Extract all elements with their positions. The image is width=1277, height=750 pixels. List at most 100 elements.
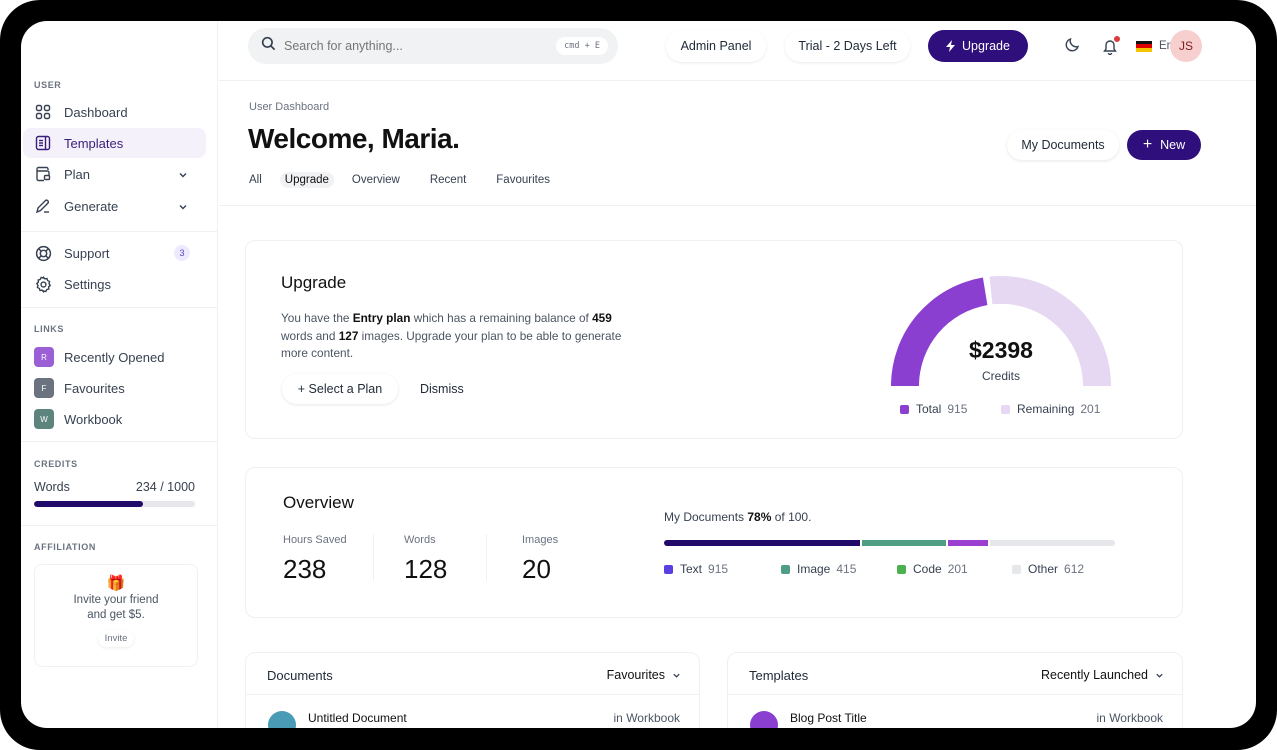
documents-filter-dropdown[interactable]: Favourites	[607, 668, 681, 682]
overview-card-title: Overview	[283, 493, 354, 512]
tab-recent[interactable]: Recent	[429, 174, 467, 186]
chevron-down-icon	[1156, 673, 1163, 678]
templates-card-header: Templates Recently Launched	[728, 653, 1182, 695]
upgrade-description: You have the Entry plan which has a rema…	[281, 310, 631, 363]
upgrade-button-label: Upgrade	[962, 39, 1010, 53]
legend-value: 915	[708, 562, 729, 576]
legend-label: Text	[680, 562, 703, 576]
sidebar-divider	[21, 231, 218, 232]
stat-images: Images 20	[522, 534, 558, 585]
document-title[interactable]: Untitled Document	[308, 711, 407, 725]
gauge-remaining-segment	[989, 275, 1111, 386]
lightning-icon	[946, 40, 956, 52]
chevron-down-icon	[673, 673, 680, 678]
tab-all[interactable]: All	[249, 174, 262, 186]
legend-value: 201	[947, 562, 968, 576]
stat-words: Words 128	[404, 534, 447, 585]
legend-swatch	[1001, 404, 1010, 414]
notification-dot	[1114, 35, 1120, 42]
notifications-button[interactable]	[1099, 35, 1121, 57]
sidebar-item-label: Support	[64, 245, 110, 261]
bar-segment-image	[862, 540, 946, 546]
credits-gauge	[891, 275, 1111, 386]
sidebar-divider	[21, 307, 218, 308]
stat-label: Words	[404, 534, 436, 546]
dropdown-label: Recently Launched	[1040, 668, 1148, 682]
dismiss-button[interactable]: Dismiss	[420, 382, 464, 396]
upgrade-card: Upgrade You have the Entry plan which ha…	[245, 240, 1183, 439]
gauge-label: Credits	[981, 369, 1020, 383]
invite-button[interactable]: Invite	[98, 630, 135, 647]
search-input[interactable]	[284, 39, 534, 53]
chevron-down-icon	[178, 168, 188, 183]
sidebar-item-support[interactable]: Support 3	[23, 238, 206, 268]
templates-filter-dropdown[interactable]: Recently Launched	[1041, 668, 1164, 682]
topbar: cmd + E Admin Panel Trial - 2 Days Left …	[219, 21, 1256, 81]
legend-swatch	[664, 564, 673, 574]
sidebar-divider	[21, 525, 218, 526]
legend-image: Image 415	[781, 562, 856, 576]
template-icon	[34, 134, 52, 152]
new-button[interactable]: + New	[1127, 130, 1201, 160]
affiliation-card: 🎁 Invite your friend and get $5. Invite	[34, 564, 198, 667]
text-segment: My Documents	[664, 510, 748, 524]
legend-label: Remaining	[1017, 402, 1075, 416]
link-favourites[interactable]: F Favourites	[34, 377, 125, 399]
link-recently-opened[interactable]: R Recently Opened	[34, 346, 164, 368]
tab-upgrade[interactable]: Upgrade	[279, 172, 334, 188]
sidebar-item-templates[interactable]: Templates	[23, 128, 206, 158]
affiliation-text-line2: and get $5.	[87, 609, 145, 621]
sidebar-item-generate[interactable]: Generate	[23, 191, 206, 221]
user-avatar[interactable]: JS	[1170, 30, 1202, 62]
sidebar-item-plan[interactable]: Plan	[23, 159, 206, 189]
language-selector[interactable]: En	[1136, 35, 1178, 57]
pen-icon	[34, 197, 52, 215]
select-plan-button[interactable]: + Select a Plan	[282, 374, 398, 404]
sidebar-item-dashboard[interactable]: Dashboard	[23, 97, 206, 127]
germany-flag-icon	[1136, 40, 1152, 52]
upgrade-button[interactable]: Upgrade	[928, 30, 1028, 62]
bar-segment-other	[990, 540, 1115, 546]
dropdown-label: Favourites	[606, 668, 665, 682]
sidebar-item-settings[interactable]: Settings	[23, 269, 206, 299]
dark-mode-toggle[interactable]	[1062, 35, 1084, 57]
bar-segment-code	[948, 540, 988, 546]
tab-favourites[interactable]: Favourites	[496, 174, 550, 186]
tab-overview[interactable]: Overview	[351, 174, 400, 186]
search-icon	[261, 36, 276, 56]
new-button-label: New	[1160, 138, 1186, 152]
text-segment: words and	[281, 328, 339, 343]
admin-panel-button[interactable]: Admin Panel	[666, 30, 766, 62]
section-label-credits: CREDITS	[34, 459, 78, 469]
credits-progress-fill	[34, 501, 144, 507]
stat-value: 238	[283, 554, 327, 584]
sidebar-item-label: Plan	[64, 166, 91, 182]
page-title: Welcome, Maria.	[248, 123, 460, 154]
legend-remaining: Remaining 201	[1001, 402, 1100, 416]
link-initial-badge: F	[34, 378, 54, 398]
credits-words-value: 234 / 1000	[135, 480, 195, 494]
remaining-images: 127	[338, 328, 359, 343]
legend-total: Total 915	[900, 402, 967, 416]
plan-name: Entry plan	[352, 311, 411, 325]
documents-stacked-bar	[664, 540, 1115, 546]
lifebuoy-icon	[34, 244, 52, 262]
search-bar[interactable]: cmd + E	[248, 28, 618, 64]
legend-code: Code 201	[897, 562, 968, 576]
documents-card: Documents Favourites Untitled Document i…	[245, 652, 700, 728]
credits-progress-bar	[34, 501, 195, 507]
grid-icon	[34, 103, 52, 121]
trial-status-button[interactable]: Trial - 2 Days Left	[785, 30, 910, 62]
search-shortcut-hint: cmd + E	[556, 37, 608, 55]
my-documents-button[interactable]: My Documents	[1007, 130, 1119, 160]
link-workbook[interactable]: W Workbook	[34, 408, 122, 430]
text-segment: You have the	[281, 311, 353, 325]
link-initial-badge: W	[34, 409, 54, 429]
breadcrumb: User Dashboard	[249, 101, 330, 113]
documents-card-title: Documents	[267, 668, 333, 683]
template-title[interactable]: Blog Post Title	[790, 711, 867, 725]
text-segment: of 100.	[771, 510, 812, 524]
section-label-affiliation: AFFILIATION	[34, 542, 96, 552]
gear-icon	[34, 275, 52, 293]
